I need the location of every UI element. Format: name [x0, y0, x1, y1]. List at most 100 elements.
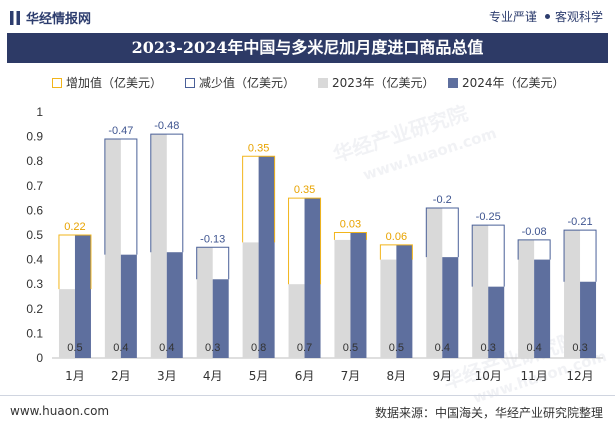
change-value-label: -0.13: [200, 233, 225, 245]
legend-swatch-decrease: [185, 78, 195, 88]
y-tick-label: 0.1: [26, 326, 43, 340]
brand-logo-icon: [10, 11, 20, 25]
legend-label-decrease: 减少值（亿美元）: [199, 76, 296, 90]
bar-2024: [212, 279, 229, 358]
tagline: 专业严谨 客观科学: [489, 8, 603, 25]
x-tick-label: 6月: [295, 369, 315, 383]
bar-2024: [304, 198, 321, 358]
tagline-right: 客观科学: [554, 10, 603, 24]
change-value-label: 0.06: [386, 231, 407, 243]
legend-item-increase[interactable]: 增加值（亿美元）: [52, 74, 162, 91]
change-bracket: [196, 246, 230, 280]
series-2024: [74, 156, 597, 358]
top-bar: 华经情报网 专业严谨 客观科学: [0, 0, 615, 32]
bar-2024: [350, 232, 367, 358]
series-change: [58, 133, 597, 290]
footer-website[interactable]: www.huaon.com: [10, 404, 110, 418]
change-bracket: [242, 155, 276, 243]
x-tick-label: 3月: [157, 369, 177, 383]
change-value-label: -0.48: [154, 120, 179, 132]
x-tick-label: 1月: [65, 369, 85, 383]
footer: www.huaon.com 数据来源：中国海关，华经产业研究院整理: [0, 395, 615, 428]
chart-title: 2023-2024年中国与多米尼加月度进口商品总值: [7, 33, 608, 63]
value-label-2024: 0.3: [572, 342, 587, 354]
y-tick-label: 0.9: [26, 130, 43, 144]
change-bracket: [517, 239, 551, 260]
change-value-label: -0.25: [476, 211, 501, 223]
change-bracket: [58, 234, 92, 290]
bullet-dot-icon: [544, 14, 550, 19]
y-tick-label: 0.8: [26, 154, 43, 168]
bar-2024: [580, 281, 597, 358]
bar-2024: [488, 286, 505, 358]
bar-2024: [74, 235, 91, 358]
bar-2023: [150, 134, 167, 358]
brand-name: 华经情报网: [26, 12, 92, 27]
bar-2023: [104, 139, 121, 358]
y-tick-label: 0.4: [26, 253, 43, 267]
footer-source: 数据来源：中国海关，华经产业研究院整理: [374, 406, 603, 420]
data-labels: 0.22 0.5 -0.47 0.4 -0.48 0.4 -0.13 0.3 0.35 0.8 0.…: [64, 120, 592, 354]
value-label-2024: 0.5: [343, 342, 358, 354]
change-bracket: [104, 138, 138, 255]
change-value-label: 0.03: [340, 219, 361, 231]
brand[interactable]: 华经情报网: [10, 8, 91, 27]
change-bracket: [150, 133, 184, 253]
value-label-2024: 0.5: [389, 342, 404, 354]
value-label-2024: 0.8: [251, 342, 266, 354]
y-tick-label: 0.6: [26, 203, 43, 217]
bar-2023: [380, 259, 397, 358]
x-axis: 1月 2月 3月 4月 5月 6月 7月 8月 9月 10月 11月 12月: [65, 369, 594, 383]
chart-legend: 增加值（亿美元） 减少值（亿美元） 2023年（亿美元） 2024年（亿美元）: [0, 72, 615, 92]
change-value-label: 0.35: [248, 142, 269, 154]
legend-swatch-increase: [52, 78, 62, 88]
tagline-left: 专业严谨: [488, 10, 537, 24]
legend-label-2024: 2024年（亿美元）: [462, 76, 565, 90]
bar-2023: [518, 239, 535, 358]
legend-item-2023[interactable]: 2023年（亿美元）: [318, 74, 435, 91]
change-value-label: -0.47: [108, 125, 133, 137]
legend-label-2023: 2023年（亿美元）: [332, 76, 435, 90]
y-tick-label: 0: [36, 351, 43, 365]
x-tick-label: 9月: [432, 369, 452, 383]
bar-2024: [166, 252, 183, 358]
value-label-2024: 0.3: [205, 342, 220, 354]
legend-label-increase: 增加值（亿美元）: [66, 76, 163, 90]
bar-2023: [472, 225, 489, 358]
value-label-2024: 0.4: [526, 342, 541, 354]
change-value-label: -0.2: [433, 194, 452, 206]
legend-item-decrease[interactable]: 减少值（亿美元）: [185, 74, 295, 91]
value-label-2024: 0.4: [435, 342, 450, 354]
bar-2023: [426, 207, 443, 358]
change-bracket: [288, 197, 322, 285]
series-2023: [58, 134, 581, 358]
y-tick-label: 0.3: [26, 277, 43, 291]
x-tick-label: 4月: [203, 369, 223, 383]
x-tick-label: 10月: [475, 369, 502, 383]
legend-swatch-2024: [448, 78, 458, 88]
value-label-2024: 0.7: [297, 342, 312, 354]
change-value-label: 0.22: [64, 221, 85, 233]
y-tick-label: 0.5: [26, 228, 43, 242]
y-tick-label: 0.7: [26, 179, 43, 193]
x-tick-label: 8月: [387, 369, 407, 383]
value-label-2024: 0.5: [67, 342, 82, 354]
bar-2024: [120, 254, 137, 358]
bar-2024: [442, 257, 459, 358]
value-label-2024: 0.4: [113, 342, 128, 354]
y-axis: 0 0.1 0.2 0.3 0.4 0.5 0.6 0.7 0.8 0.9 1: [26, 105, 43, 365]
x-tick-label: 12月: [566, 369, 593, 383]
x-tick-label: 2月: [111, 369, 131, 383]
bar-2023: [58, 289, 75, 358]
legend-swatch-2023: [318, 78, 328, 88]
y-tick-label: 1: [36, 105, 43, 119]
change-bracket: [563, 229, 597, 282]
change-bracket: [425, 207, 459, 258]
bar-2023: [334, 239, 351, 358]
change-bracket: [471, 224, 505, 287]
x-tick-label: 5月: [249, 369, 269, 383]
change-bracket: [333, 232, 367, 240]
change-value-label: 0.35: [294, 184, 315, 196]
legend-item-2024[interactable]: 2024年（亿美元）: [448, 74, 565, 91]
